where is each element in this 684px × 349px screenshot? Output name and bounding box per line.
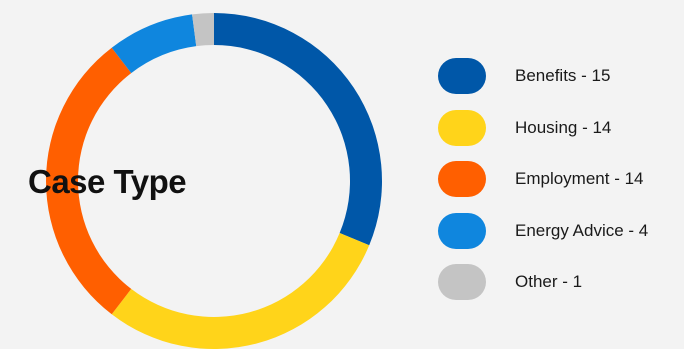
legend-swatch-other (438, 264, 486, 300)
slice-housing[interactable] (111, 233, 370, 349)
legend-label-employment: Employment - 14 (515, 169, 644, 188)
legend-swatch-employment (438, 161, 486, 197)
donut-chart (46, 13, 382, 349)
slice-other[interactable] (192, 13, 214, 47)
legend-swatch-benefits (438, 58, 486, 94)
legend-label-energy-advice: Energy Advice - 4 (515, 220, 649, 240)
slice-employment[interactable] (46, 47, 132, 315)
legend-item-employment[interactable]: Employment - 14 (438, 161, 648, 197)
legend-label-other: Other - 1 (515, 272, 583, 291)
legend-item-benefits[interactable]: Benefits - 15 (438, 58, 648, 94)
legend-swatch-energy-advice (438, 212, 486, 249)
legend-label-benefits: Benefits - 15 (515, 66, 611, 85)
slice-energy-advice[interactable] (111, 14, 197, 74)
chart-title: Case Type (28, 163, 187, 200)
legend-item-housing[interactable]: Housing - 14 (438, 109, 648, 146)
legend-swatch-housing (438, 109, 486, 146)
legend-item-energy-advice[interactable]: Energy Advice - 4 (438, 212, 649, 249)
legend-item-other[interactable]: Other - 1 (438, 264, 648, 300)
legend-label-housing: Housing - 14 (515, 117, 612, 137)
slice-benefits[interactable] (214, 13, 382, 246)
chart-legend: Benefits - 15 Housing - 14 Employment - 14… (438, 58, 648, 316)
